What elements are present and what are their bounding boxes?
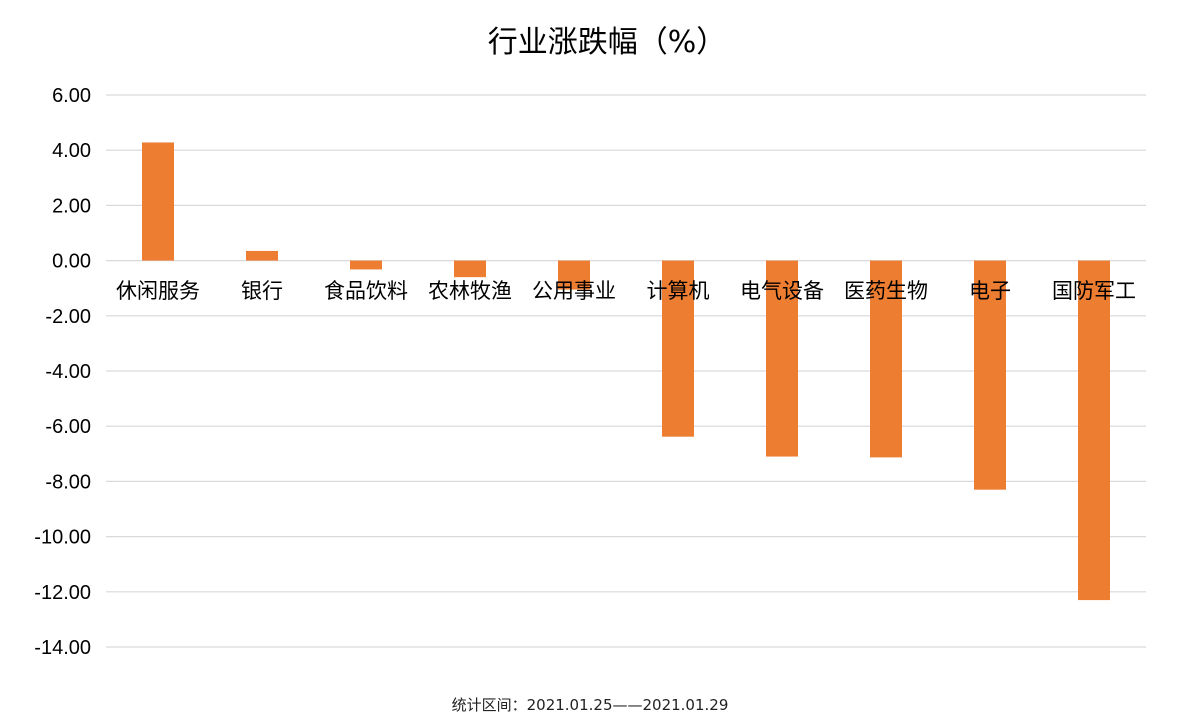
bar-3 [454,260,486,278]
chart-title: 行业涨跌幅（%） [488,25,727,60]
footer-note: 统计区间：2021.01.25——2021.01.29 [452,696,729,714]
y-tick-label: -6.00 [45,416,91,438]
bar-2 [350,260,382,270]
category-labels: 休闲服务 银行 食品饮料 农林牧渔 公用事业 计算机 电气设备 医药生物 电子 国防军工 [116,279,1136,303]
bar-8 [974,260,1006,490]
category-label: 食品饮料 [324,279,408,303]
y-tick-label: 0.00 [52,251,91,273]
y-tick-label: -12.00 [34,582,91,604]
y-tick-label: 6.00 [52,85,91,107]
category-label: 公用事业 [532,279,616,303]
bar-4 [558,260,590,290]
y-tick-label: -14.00 [34,637,91,659]
bar-1 [246,250,278,261]
bars [142,142,1110,601]
y-tick-label: 4.00 [52,140,91,162]
gridlines [106,94,1146,648]
bar-7 [870,260,902,458]
bar-9 [1078,260,1110,601]
y-axis-tick-labels: 6.00 4.00 2.00 0.00 -2.00 -4.00 -6.00 -8.00 -10.… [34,85,91,659]
y-tick-label: 2.00 [52,195,91,217]
category-label: 银行 [241,279,283,303]
y-tick-label: -8.00 [45,471,91,493]
category-label: 电气设备 [740,279,824,303]
category-label: 休闲服务 [116,279,200,303]
bar-5 [662,260,694,437]
category-label: 计算机 [647,279,710,303]
bar-0 [142,142,174,261]
category-label: 电子 [969,279,1011,303]
category-label: 国防军工 [1052,279,1136,303]
category-label: 医药生物 [844,279,928,303]
y-tick-label: -4.00 [45,361,91,383]
y-tick-label: -2.00 [45,306,91,328]
category-label: 农林牧渔 [428,279,512,303]
y-tick-label: -10.00 [34,527,91,549]
bar-6 [766,260,798,457]
